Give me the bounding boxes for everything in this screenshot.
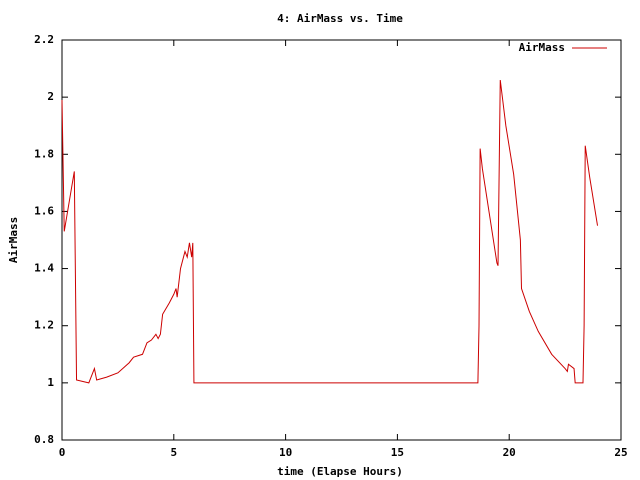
y-tick-label: 2 (47, 90, 54, 103)
x-tick-label: 15 (391, 446, 404, 459)
y-axis-label: AirMass (7, 217, 20, 263)
y-tick-label: 1.2 (34, 319, 54, 332)
plot-frame (61, 39, 622, 441)
y-tick-label: 1 (47, 376, 54, 389)
legend-label: AirMass (519, 41, 565, 54)
chart-title: 4: AirMass vs. Time (277, 12, 403, 25)
y-tick-label: 2.2 (34, 33, 54, 46)
y-tick-label: 1.4 (34, 262, 54, 275)
x-tick-label: 0 (59, 446, 66, 459)
y-tick-label: 1.6 (34, 204, 54, 217)
x-tick-label: 10 (279, 446, 292, 459)
x-tick-label: 20 (503, 446, 516, 459)
y-tick-label: 0.8 (34, 433, 54, 446)
y-tick-label: 1.8 (34, 147, 54, 160)
x-tick-label: 25 (614, 446, 627, 459)
x-axis-label: time (Elapse Hours) (277, 465, 403, 478)
x-tick-label: 5 (170, 446, 177, 459)
data-line (61, 79, 599, 384)
